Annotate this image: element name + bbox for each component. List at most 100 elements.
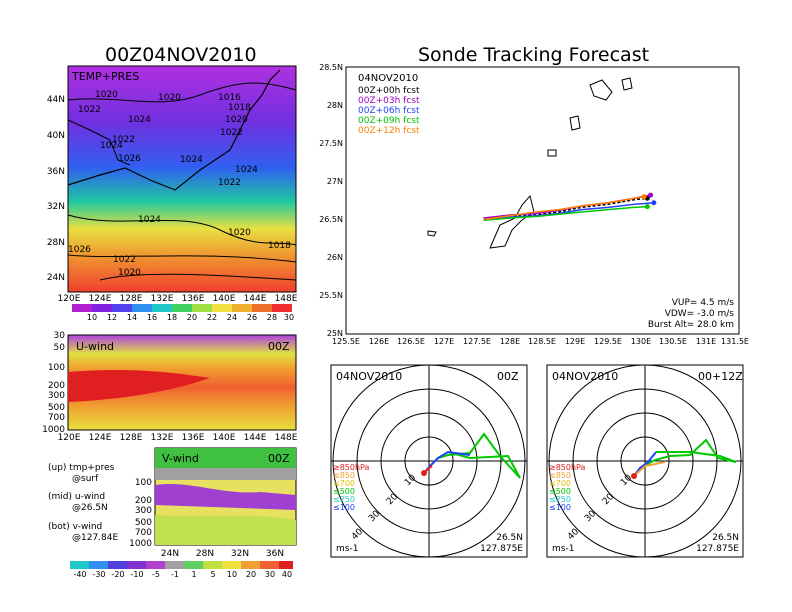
lon-tick: 124E — [89, 294, 112, 304]
colorbar-label: 40 — [282, 570, 292, 579]
temp-colorbar — [72, 304, 292, 312]
lat-tick: 28.5N — [319, 63, 343, 72]
legend-bot2: @127.84E — [72, 533, 118, 543]
isobar-line — [67, 82, 297, 103]
pressure-tick: 300 — [48, 391, 65, 401]
coastline — [67, 69, 281, 191]
lon-tick: 128.5E — [528, 337, 556, 346]
hodo-unit: ms-1 — [552, 544, 574, 554]
lon-tick: 129E — [565, 337, 585, 346]
temp-field — [67, 65, 297, 293]
legend-up: (up) tmp+pres — [48, 463, 115, 473]
colorbar-label: 24 — [227, 313, 237, 322]
uwind-time: 00Z — [268, 340, 290, 353]
lat-tick: 40N — [47, 131, 65, 141]
hodo-unit: ms-1 — [336, 544, 358, 554]
legend-mid2: @26.5N — [72, 503, 108, 513]
pressure-tick: 500 — [135, 518, 152, 528]
lat-tick: 32N — [231, 549, 249, 559]
isobar-label: 1024 — [180, 155, 203, 165]
colorbar-label: -10 — [130, 570, 143, 579]
colorbar-label: 26 — [247, 313, 257, 322]
vdw-text: VDW= -3.0 m/s — [665, 309, 735, 319]
hodo-point — [631, 473, 637, 479]
lat-tick: 27.5N — [319, 139, 343, 148]
vwind-time: 00Z — [268, 452, 290, 465]
legend-entry: 00Z+09h fcst — [358, 116, 420, 126]
hodo-time: 00+12Z — [698, 370, 743, 383]
isobar-label: 1018 — [268, 241, 291, 251]
vwind-colorbar — [70, 561, 293, 569]
pressure-tick: 700 — [48, 413, 65, 423]
hodo-lon: 127.875E — [696, 544, 739, 554]
lon-tick: 127.5E — [463, 337, 491, 346]
isobar-label: 1024 — [235, 165, 258, 175]
pressure-tick: 50 — [54, 343, 66, 353]
pressure-tick: 200 — [135, 496, 152, 506]
hodo-level: ≤500 — [549, 487, 571, 496]
hodo-level: ≥850hPa — [333, 463, 370, 472]
lat-tick: 28N — [196, 549, 214, 559]
lon-tick: 140E — [213, 433, 236, 443]
hodo-lat: 26.5N — [712, 533, 739, 543]
pressure-tick: 500 — [48, 403, 65, 413]
right-title: Sonde Tracking Forecast — [418, 44, 650, 66]
lat-tick: 26N — [327, 253, 343, 262]
colorbar-label: 20 — [187, 313, 197, 322]
pressure-tick: 300 — [135, 506, 152, 516]
colorbar-label: 1 — [191, 570, 196, 579]
hodo-trace — [633, 461, 666, 477]
lon-tick: 120E — [58, 294, 81, 304]
colorbar-label: -30 — [92, 570, 105, 579]
colorbar-label: -20 — [111, 570, 124, 579]
hodo-level: ≤850 — [333, 471, 355, 480]
isobar-label: 1020 — [228, 228, 251, 238]
colorbar-label: 18 — [167, 313, 177, 322]
hodo-date: 04NOV2010 — [552, 370, 618, 383]
isobar-line — [67, 214, 297, 246]
lat-tick: 32N — [47, 202, 65, 212]
isobar-label: 1022 — [112, 135, 135, 145]
legend-up2: @surf — [72, 474, 99, 484]
track-frame — [345, 66, 740, 335]
lat-tick: 44N — [47, 95, 65, 105]
lat-tick: 25N — [327, 329, 343, 338]
track-endpoint — [651, 200, 657, 206]
hodo-level: ≤100 — [549, 503, 571, 512]
vwind-label: V-wind — [162, 452, 199, 465]
isobar-label: 1020 — [118, 268, 141, 278]
lon-tick: 130E — [631, 337, 651, 346]
lon-tick: 128E — [120, 294, 143, 304]
colorbar-label: 20 — [246, 570, 256, 579]
isobar-label: 1024 — [138, 215, 161, 225]
lon-tick: 125.5E — [332, 337, 360, 346]
colorbar-label: 10 — [227, 570, 237, 579]
lon-tick: 131E — [696, 337, 716, 346]
track-series — [483, 192, 657, 222]
legend-entry: 00Z+00h fcst — [358, 86, 420, 96]
vup-text: VUP= 4.5 m/s — [672, 298, 735, 308]
isobar-label: 1020 — [158, 93, 181, 103]
track-date: 04NOV2010 — [358, 73, 418, 84]
lon-tick: 132E — [151, 294, 174, 304]
isobar-label: 1024 — [128, 115, 151, 125]
lon-tick: 126E — [369, 337, 389, 346]
hodo-time: 00Z — [497, 370, 519, 383]
hodo-level: ≤700 — [549, 479, 571, 488]
isobar-label: 1022 — [220, 128, 243, 138]
pressure-tick: 1000 — [42, 425, 65, 435]
track-endpoint — [648, 192, 654, 198]
hodo-level: ≤500 — [333, 487, 355, 496]
hodo-level: ≤850 — [549, 471, 571, 480]
isobar-label: 1018 — [228, 103, 251, 113]
isobar-label: 1022 — [218, 178, 241, 188]
track-line — [483, 195, 645, 221]
lon-tick: 131.5E — [721, 337, 749, 346]
track-line — [483, 197, 648, 221]
colorbar-label: -1 — [171, 570, 179, 579]
hodo-level: ≤250 — [333, 495, 355, 504]
colorbar-label: 28 — [267, 313, 277, 322]
lat-tick: 28N — [47, 238, 65, 248]
